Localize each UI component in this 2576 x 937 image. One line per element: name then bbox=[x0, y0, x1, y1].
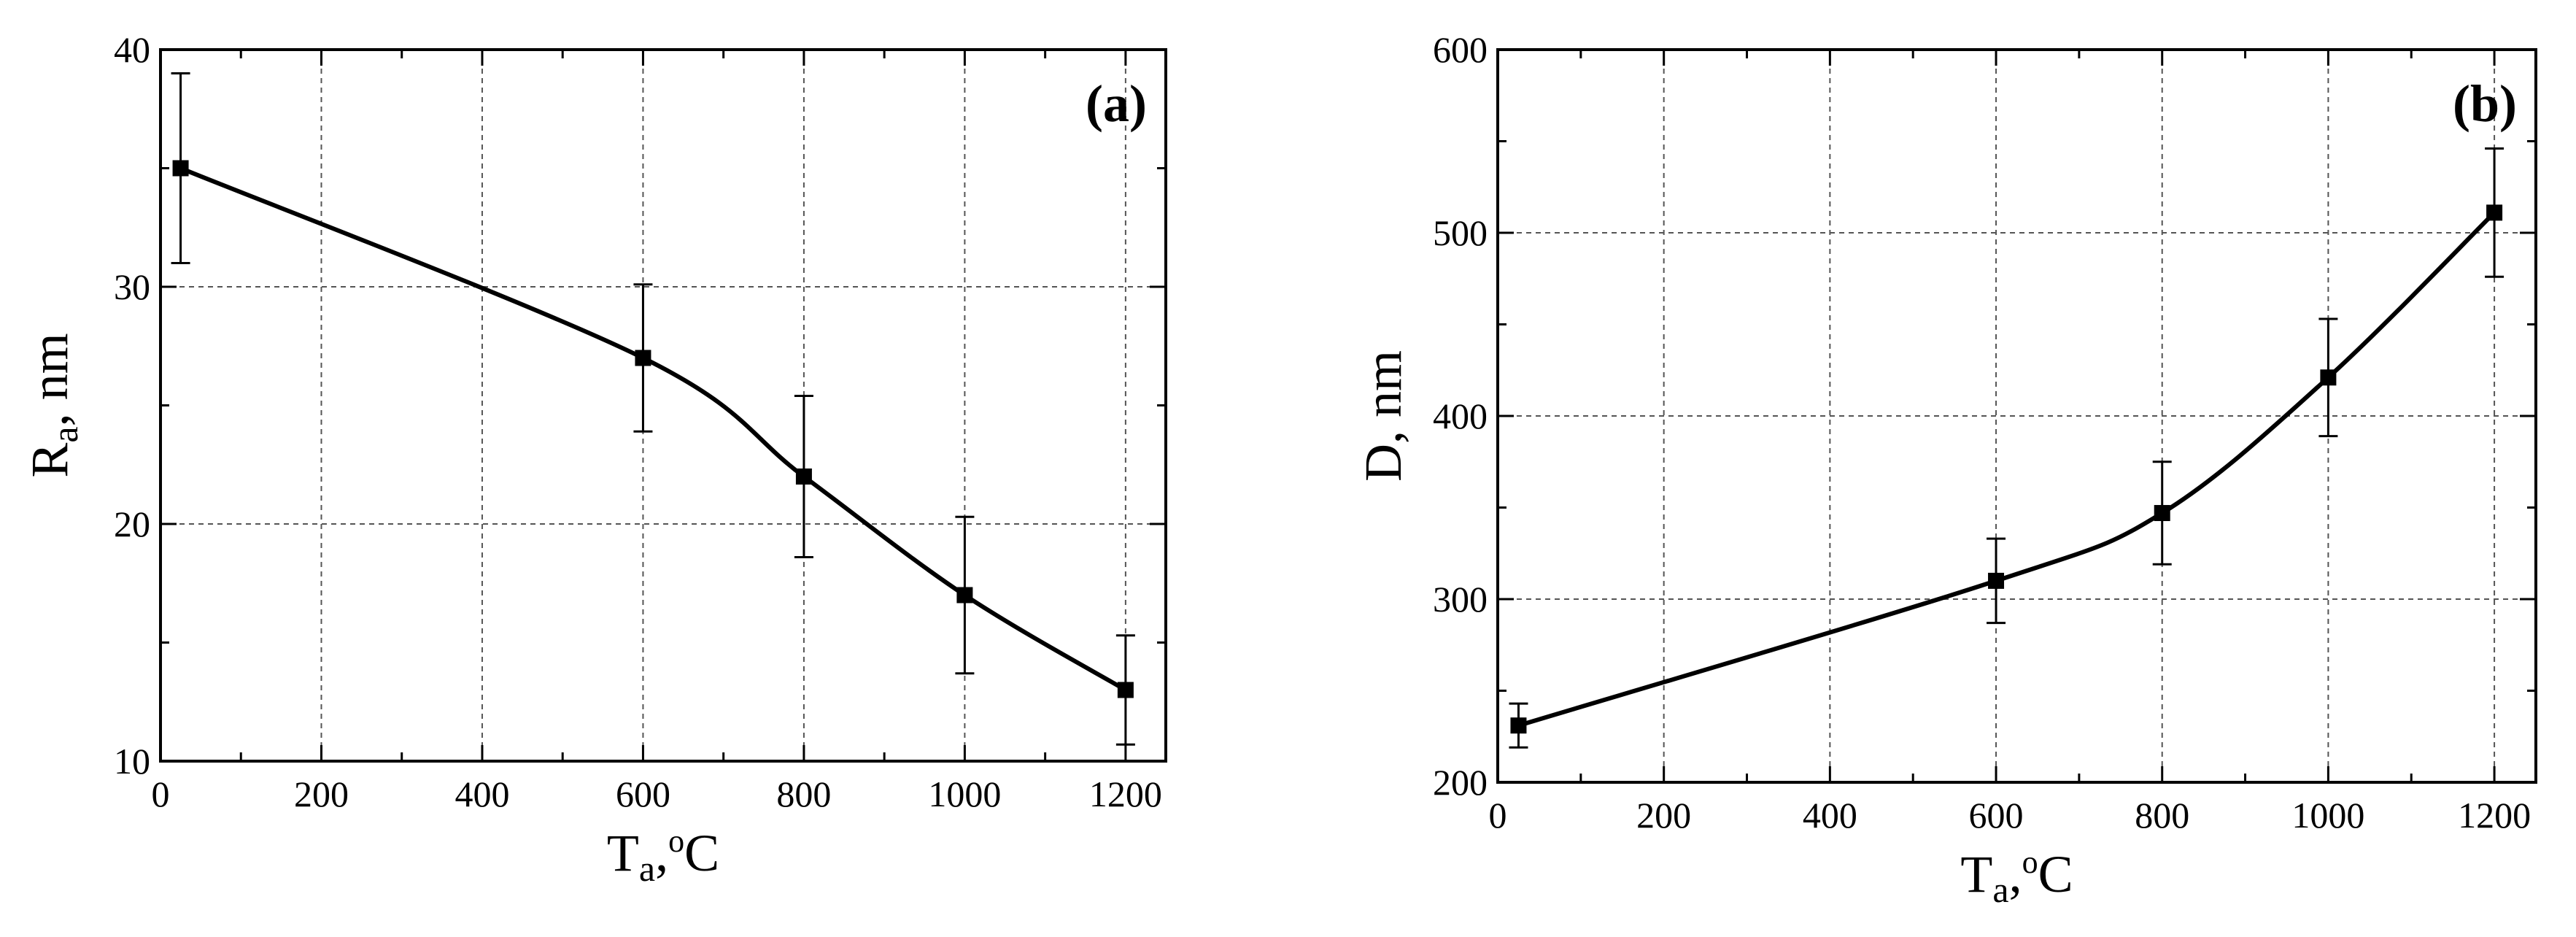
panel-a-y-tick-label: 10 bbox=[114, 741, 150, 782]
panel-b-y-tick-label: 300 bbox=[1433, 579, 1488, 620]
panel-b-x-tick-label: 600 bbox=[1969, 795, 2024, 836]
panel-b-x-axis-title: Ta,oC bbox=[1960, 844, 2073, 910]
panel-a-x-axis-title: Ta,oC bbox=[607, 823, 719, 889]
panel-b-x-tick-label: 0 bbox=[1489, 795, 1507, 836]
panel-a-y-axis-title: Ra, nm bbox=[20, 333, 85, 477]
panel-a-data-point bbox=[795, 469, 812, 485]
panel-b-data-point bbox=[2486, 204, 2503, 221]
panel-b-data-point bbox=[2154, 505, 2170, 522]
panel-b-label: (b) bbox=[2453, 74, 2517, 133]
panel-a-data-point bbox=[172, 160, 189, 177]
panel-b-series-line bbox=[1517, 211, 2496, 728]
panel-a-x-tick-label: 0 bbox=[152, 774, 170, 814]
panel-a-y-tick-label: 40 bbox=[114, 29, 150, 70]
panel-b-x-tick-label: 400 bbox=[1803, 795, 1857, 836]
panel-a-data-point bbox=[956, 587, 973, 604]
panel-b-y-tick-label: 200 bbox=[1433, 762, 1488, 803]
panel-b-x-tick-label: 200 bbox=[1636, 795, 1691, 836]
panel-a-y-tick-label: 30 bbox=[114, 266, 150, 307]
panel-b-y-tick-label: 600 bbox=[1433, 29, 1488, 70]
panel-a-data-point bbox=[635, 350, 651, 366]
panel-b-y-tick-label: 400 bbox=[1433, 396, 1488, 436]
panel-b-data-point bbox=[1988, 572, 2005, 589]
panel-a-x-tick-label: 600 bbox=[616, 774, 670, 814]
panel-a-series-line bbox=[179, 166, 1127, 693]
panel-a-data-point bbox=[1117, 682, 1134, 698]
panel-a-x-tick-label: 200 bbox=[294, 774, 349, 814]
panel-b-y-axis-title: D, nm bbox=[1354, 350, 1412, 482]
panel-b-y-tick-label: 500 bbox=[1433, 212, 1488, 253]
panel-a-x-tick-label: 1000 bbox=[928, 774, 1001, 814]
panel-a-x-tick-label: 1200 bbox=[1089, 774, 1162, 814]
panel-b-data-point bbox=[1510, 717, 1527, 734]
panel-a-y-tick-label: 20 bbox=[114, 504, 150, 544]
panel-a-frame bbox=[159, 48, 1167, 763]
panel-b-x-tick-label: 1000 bbox=[2291, 795, 2364, 836]
panel-a-plot: 0 200 400 600 800 1000 1200 10 20 30 40 (a) Ta,oC Ra,… bbox=[20, 29, 1167, 889]
panel-a-x-tick-label: 800 bbox=[776, 774, 831, 814]
panel-a-x-tick-label: 400 bbox=[455, 774, 509, 814]
panel-a-label: (a) bbox=[1086, 74, 1147, 133]
panel-b-x-tick-label: 1200 bbox=[2458, 795, 2531, 836]
panel-b-plot: 0 200 400 600 800 1000 1200200300400500600(b)T… bbox=[1354, 29, 2537, 910]
panel-b-x-tick-label: 800 bbox=[2135, 795, 2189, 836]
panel-b-data-point bbox=[2320, 369, 2337, 386]
